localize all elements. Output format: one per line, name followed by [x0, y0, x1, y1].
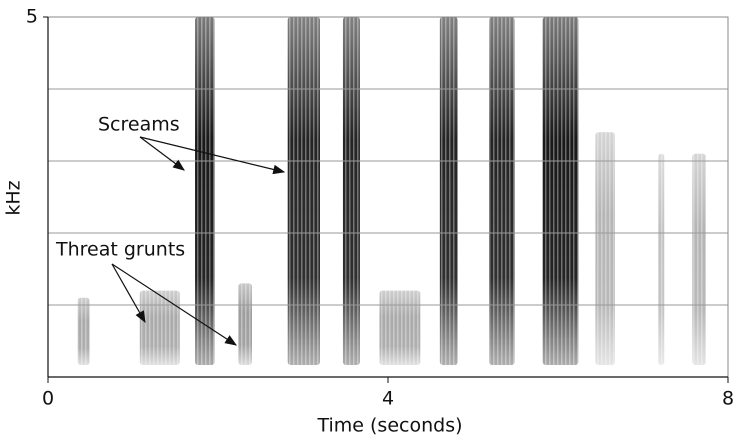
- band-streaks: [342, 17, 360, 365]
- call-band: [692, 153, 706, 365]
- band-streaks: [379, 290, 421, 365]
- band-streaks: [195, 17, 215, 365]
- call-band: [439, 17, 458, 365]
- x-tick-label: 0: [42, 388, 54, 410]
- x-axis-label: Time (seconds): [316, 415, 462, 437]
- y-tick-label: 5: [26, 6, 38, 28]
- x-tick-label: 4: [382, 388, 394, 410]
- band-streaks: [77, 297, 90, 365]
- call-band: [77, 297, 90, 365]
- annotation-arrow: [139, 136, 185, 171]
- annotation: Threat grunts: [55, 239, 185, 261]
- y-axis-label: kHz: [3, 180, 25, 215]
- band-streaks: [287, 17, 320, 365]
- band-streaks: [439, 17, 458, 365]
- call-band: [379, 290, 421, 365]
- band-streaks: [595, 132, 615, 365]
- call-band: [595, 132, 615, 365]
- band-streaks: [489, 17, 515, 365]
- band-streaks: [139, 290, 180, 365]
- x-tick-label: 8: [722, 388, 734, 410]
- annotation-arrow: [111, 263, 146, 324]
- band-streaks: [542, 17, 579, 365]
- call-band: [287, 17, 320, 365]
- call-band: [658, 153, 665, 365]
- call-band: [542, 17, 579, 365]
- band-streaks: [238, 283, 252, 365]
- band-streaks: [692, 153, 706, 365]
- call-band: [139, 290, 180, 365]
- annotation: Screams: [98, 114, 180, 136]
- call-band: [238, 283, 252, 365]
- call-band: [489, 17, 515, 365]
- annotation-arrow: [139, 136, 286, 175]
- call-band: [342, 17, 360, 365]
- annotation-arrow: [111, 263, 238, 346]
- call-band: [195, 17, 215, 365]
- band-streaks: [658, 153, 665, 365]
